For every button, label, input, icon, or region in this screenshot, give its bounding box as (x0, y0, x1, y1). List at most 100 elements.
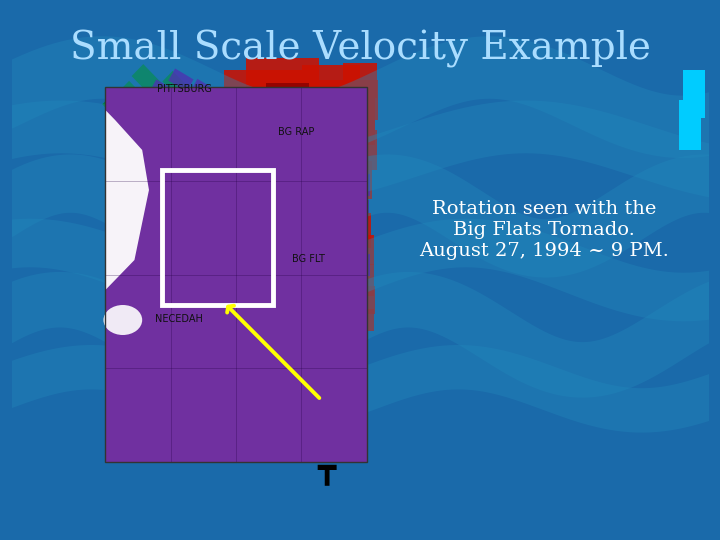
Bar (328, 161, 372, 199)
Bar (256, 285, 309, 315)
Bar (326, 90, 374, 130)
Bar (336, 105, 374, 145)
Bar (341, 174, 369, 196)
Bar (215, 123, 273, 167)
Bar (341, 200, 369, 220)
Bar (189, 264, 221, 296)
Text: BG FLT: BG FLT (292, 254, 325, 264)
Bar (302, 65, 360, 115)
Bar (343, 302, 366, 318)
Bar (327, 264, 374, 296)
Bar (161, 210, 200, 250)
Bar (149, 107, 174, 133)
Bar (144, 106, 160, 124)
Bar (256, 289, 290, 311)
Bar (195, 170, 215, 191)
Bar (136, 214, 168, 246)
Bar (117, 249, 138, 271)
Bar (204, 230, 225, 251)
Ellipse shape (104, 305, 142, 335)
Text: ┳: ┳ (317, 457, 336, 487)
Bar (168, 247, 204, 284)
Bar (292, 104, 331, 136)
Bar (244, 159, 302, 201)
Bar (200, 115, 248, 155)
Bar (276, 120, 318, 150)
Bar (229, 105, 297, 155)
Bar (237, 179, 290, 221)
Bar (337, 235, 374, 265)
Bar (305, 273, 358, 307)
Bar (244, 270, 273, 290)
Bar (338, 286, 363, 304)
Bar (282, 115, 341, 165)
Bar (335, 286, 376, 314)
Bar (238, 275, 289, 305)
Bar (287, 185, 336, 225)
Bar (320, 234, 361, 266)
Bar (216, 271, 243, 289)
Bar (205, 230, 244, 270)
Bar (257, 200, 307, 240)
Bar (683, 70, 705, 118)
Bar (150, 228, 183, 262)
Bar (171, 175, 210, 215)
Bar (285, 160, 338, 200)
Bar (222, 143, 285, 187)
Bar (105, 87, 366, 462)
Bar (102, 89, 143, 131)
Bar (314, 103, 367, 147)
Bar (341, 80, 379, 120)
Bar (220, 97, 248, 123)
Bar (199, 210, 240, 251)
Bar (150, 79, 173, 100)
Bar (168, 69, 194, 92)
Bar (132, 64, 163, 96)
Bar (174, 203, 217, 247)
Bar (246, 57, 319, 112)
Bar (189, 208, 212, 232)
Bar (118, 94, 138, 115)
Bar (188, 124, 213, 146)
Bar (264, 143, 321, 187)
Bar (137, 122, 173, 158)
Bar (258, 92, 326, 147)
Bar (274, 232, 320, 268)
Bar (153, 186, 199, 234)
Bar (248, 216, 297, 254)
Bar (202, 282, 228, 298)
Bar (266, 164, 319, 206)
Bar (217, 183, 251, 217)
Text: Rotation seen with the
Big Flats Tornado.
August 27, 1994 ~ 9 PM.: Rotation seen with the Big Flats Tornado… (419, 200, 669, 260)
Bar (206, 132, 233, 158)
Bar (197, 172, 233, 208)
Bar (178, 222, 222, 268)
Bar (230, 251, 257, 269)
Bar (680, 100, 701, 150)
Bar (125, 262, 150, 288)
Bar (189, 188, 231, 232)
Bar (170, 143, 192, 167)
Text: BG RAP: BG RAP (278, 127, 314, 137)
Bar (266, 83, 309, 118)
Bar (181, 195, 200, 214)
Bar (156, 259, 187, 291)
Bar (121, 108, 154, 142)
Bar (119, 81, 146, 109)
Bar (307, 201, 354, 239)
Bar (105, 87, 366, 462)
Polygon shape (105, 110, 149, 290)
Bar (188, 157, 212, 183)
Bar (300, 218, 343, 253)
Bar (307, 145, 355, 185)
Bar (276, 274, 327, 306)
Bar (176, 96, 205, 124)
Bar (254, 111, 292, 139)
Bar (163, 71, 190, 99)
Bar (316, 301, 346, 319)
Bar (337, 309, 374, 331)
Bar (225, 70, 302, 130)
Text: NECEDAH: NECEDAH (155, 314, 202, 324)
Bar (327, 270, 354, 290)
Text: Small Scale Velocity Example: Small Scale Velocity Example (70, 30, 650, 68)
